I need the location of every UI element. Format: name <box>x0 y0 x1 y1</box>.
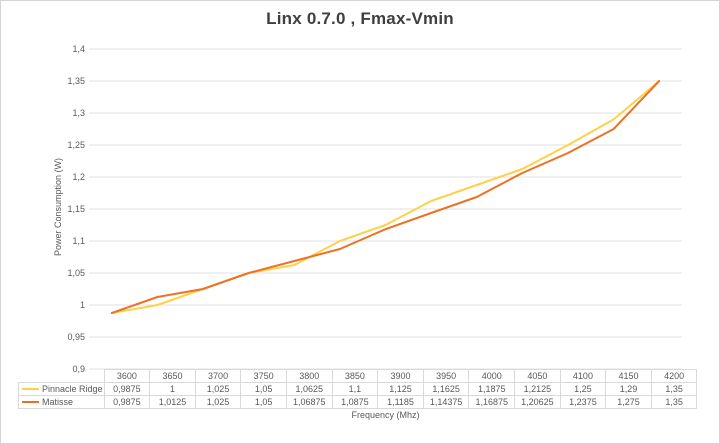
value-cell: 1,2375 <box>559 395 607 409</box>
value-cell: 1,275 <box>605 395 652 409</box>
value-cell: 1,125 <box>377 382 424 396</box>
value-cell: 0,9875 <box>103 395 151 409</box>
y-tick-label: 1,3 <box>72 108 85 118</box>
freq-header-cell: 4050 <box>514 369 561 383</box>
value-cell: 1,1 <box>331 382 379 396</box>
y-tick-label: 1,4 <box>72 44 85 54</box>
data-table: 3600 3650 3700 3750 3800 3850 3900 3950 4000 4050… <box>18 369 698 409</box>
x-axis-title: Frequency (Mhz) <box>351 410 420 420</box>
value-cell: 1 <box>149 382 196 396</box>
value-cell: 1,05 <box>240 395 287 409</box>
value-cell: 1,025 <box>194 395 242 409</box>
freq-header-cell: 4000 <box>468 369 516 383</box>
value-cell: 1,0625 <box>285 382 333 396</box>
freq-header-cell: 4150 <box>605 369 652 383</box>
legend-swatch <box>22 387 39 390</box>
table-corner-cell <box>19 370 105 383</box>
value-cell: 1,2125 <box>514 382 561 396</box>
y-tick-label: 1,35 <box>67 76 85 86</box>
y-tick-label: 1,2 <box>72 172 85 182</box>
freq-header-cell: 3850 <box>331 369 379 383</box>
value-cell: 1,25 <box>559 382 607 396</box>
legend-cell: Matisse <box>18 395 105 409</box>
value-cell: 1,05 <box>240 382 287 396</box>
series-line-matisse <box>110 80 661 314</box>
value-cell: 1,20625 <box>514 395 561 409</box>
freq-header-cell: 3750 <box>240 369 287 383</box>
freq-header-cell: 4100 <box>559 369 607 383</box>
y-tick-label: 0,9 <box>72 364 85 374</box>
table-row-matisse: Matisse 0,9875 1,0125 1,025 1,05 1,06875 1,087… <box>18 395 698 409</box>
value-cell: 1,0875 <box>331 395 379 409</box>
legend-label: Matisse <box>42 397 74 407</box>
value-cell: 1,14375 <box>422 395 470 409</box>
value-cell: 1,06875 <box>285 395 333 409</box>
table-header-row: 3600 3650 3700 3750 3800 3850 3900 3950 4000 4050… <box>19 369 698 383</box>
y-tick-label: 1,05 <box>67 268 85 278</box>
legend-label: Pinnacle Ridge <box>42 384 103 394</box>
series-line-pinnacle-ridge <box>110 80 661 314</box>
legend-swatch <box>22 400 39 403</box>
value-cell: 1,025 <box>194 382 242 396</box>
freq-header-cell: 4200 <box>650 369 698 383</box>
value-cell: 1,0125 <box>149 395 196 409</box>
value-cell: 1,1185 <box>377 395 424 409</box>
value-cell: 0,9875 <box>103 382 151 396</box>
freq-header-cell: 3950 <box>422 369 470 383</box>
chart-title: Linx 0.7.0 , Fmax-Vmin <box>266 9 454 28</box>
y-tick-label: 1 <box>79 300 85 310</box>
table-row-pinnacle-ridge: Pinnacle Ridge 0,9875 1 1,025 1,05 1,0625 1,1 1… <box>18 382 698 396</box>
value-cell: 1,16875 <box>468 395 516 409</box>
freq-header-cell: 3650 <box>149 369 196 383</box>
y-tick-label: 0,95 <box>67 332 85 342</box>
freq-header-cell: 3800 <box>285 369 333 383</box>
value-cell: 1,29 <box>605 382 652 396</box>
freq-header-cell: 3900 <box>377 369 424 383</box>
y-tick-label: 1,15 <box>67 204 85 214</box>
y-tick-label: 1,25 <box>67 140 85 150</box>
legend-cell: Pinnacle Ridge <box>18 382 105 396</box>
value-cell: 1,1625 <box>422 382 470 396</box>
freq-header-cell: 3700 <box>194 369 242 383</box>
value-cell: 1,1875 <box>468 382 516 396</box>
value-cell: 1,35 <box>650 382 698 396</box>
freq-header-cell: 3600 <box>103 369 151 383</box>
value-cell: 1,35 <box>650 395 698 409</box>
y-tick-label: 1,1 <box>72 236 85 246</box>
